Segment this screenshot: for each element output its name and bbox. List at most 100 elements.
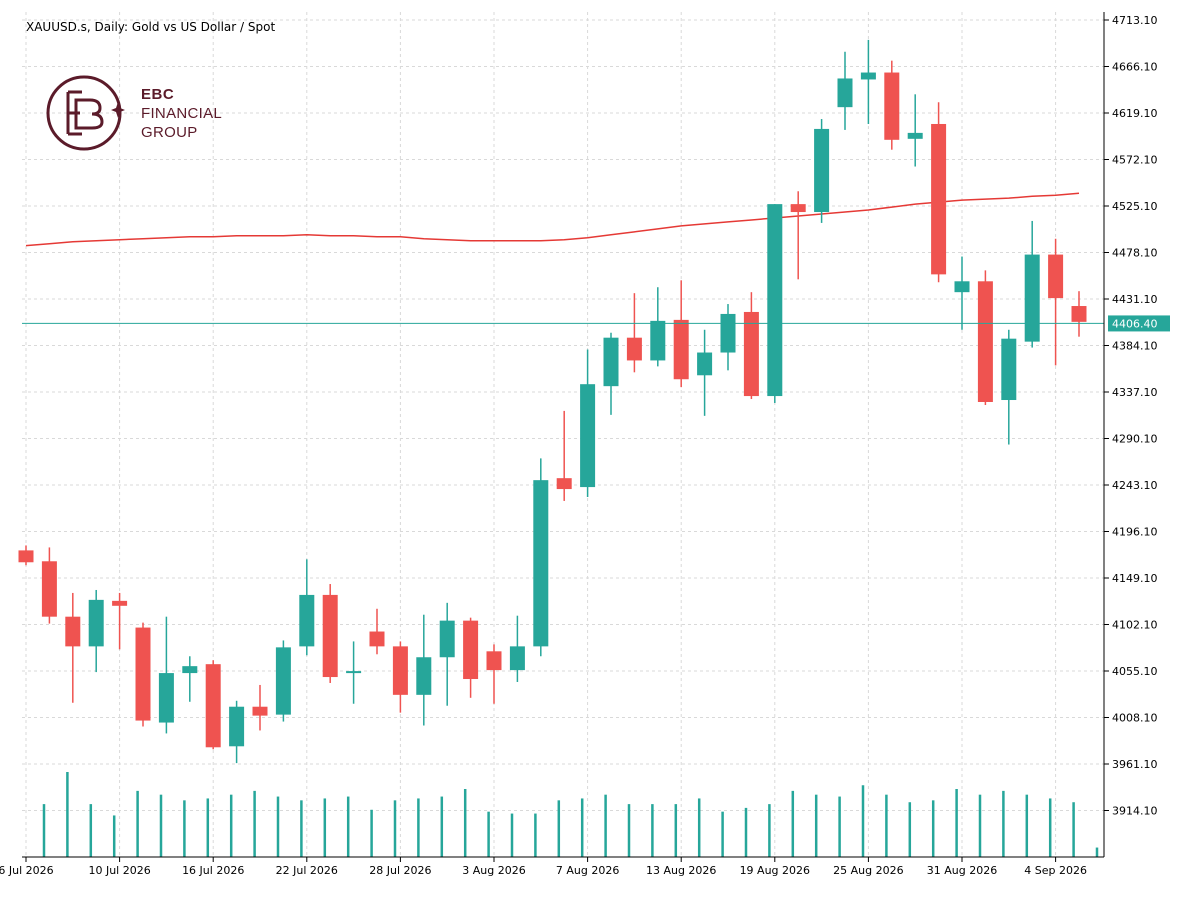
candle-down [626,293,642,373]
candle-down [18,545,34,566]
candle-up [229,700,245,764]
candle-body [814,128,830,213]
candle-body [322,594,338,678]
x-tick-label: 31 Aug 2026 [927,864,997,877]
candle-down [977,270,993,405]
current-price-tag: 4406.40 [1108,315,1170,332]
candle-body [1048,254,1064,299]
x-axis-ticks: 6 Jul 2026 10 Jul 2026 16 Jul 2026 22 Jul 2… [0,857,1087,877]
candle-body [369,631,385,647]
candle-up [346,641,362,704]
logo-line-3: GROUP [141,124,198,141]
candle-up [439,602,455,706]
candle-down [1071,291,1087,337]
y-tick-label: 4008.10 [1112,712,1158,725]
candle-up [88,589,104,673]
axes [22,12,1105,858]
candle-body [533,480,549,647]
candle-up [837,51,853,130]
candle-up [580,349,596,497]
chart-title: XAUUSD.s, Daily: Gold vs US Dollar / Spo… [26,20,276,34]
x-tick-label: 10 Jul 2026 [88,864,150,877]
moving-average-series [25,192,1080,247]
y-tick-label: 4713.10 [1112,14,1158,27]
y-tick-label: 4290.10 [1112,433,1158,446]
x-tick-label: 25 Aug 2026 [833,864,903,877]
candle-down [673,280,689,388]
candle-up [697,329,713,416]
y-tick-label: 4196.10 [1112,526,1158,539]
candle-body [954,281,970,293]
candle-body [977,281,993,402]
candle-up [1024,220,1040,348]
candle-down [884,60,900,150]
candle-body [720,313,736,353]
candle-down [556,410,572,501]
y-tick-label: 4619.10 [1112,107,1158,120]
candle-body [743,311,759,397]
y-tick-label: 3961.10 [1112,758,1158,771]
ebc-logo-icon [46,75,125,151]
candle-down [790,191,806,280]
candle-body [135,627,151,721]
candle-body [416,657,432,695]
ebc-logo: EBC FINANCIAL GROUP [46,72,246,154]
candle-body [346,671,362,674]
candle-body [767,204,783,397]
y-tick-label: 4243.10 [1112,479,1158,492]
candle-down [463,617,479,698]
candle-down [369,608,385,655]
y-tick-label: 4337.10 [1112,386,1158,399]
x-tick-label: 3 Aug 2026 [462,864,525,877]
candle-body [907,132,923,139]
candle-body [509,646,525,671]
ma-line [25,192,1080,247]
y-tick-label: 4478.10 [1112,247,1158,260]
candle-up [650,287,666,367]
candle-body [931,123,947,275]
x-tick-label: 19 Aug 2026 [740,864,810,877]
candle-body [299,594,315,647]
candle-up [767,204,783,403]
candle-body [252,706,268,716]
candles-series [18,39,1087,764]
candle-body [229,706,245,747]
candle-up [416,614,432,726]
y-tick-label: 3914.10 [1112,805,1158,818]
x-tick-label: 28 Jul 2026 [369,864,431,877]
candle-body [556,478,572,490]
candle-up [954,256,970,330]
candle-body [837,78,853,108]
candle-up [509,615,525,682]
y-tick-label: 4149.10 [1112,572,1158,585]
candle-body [439,620,455,658]
candle-body [790,204,806,213]
candle-down [743,292,759,400]
candle-up [533,458,549,657]
y-tick-label: 4525.10 [1112,200,1158,213]
candle-up [720,304,736,371]
x-tick-label: 13 Aug 2026 [646,864,716,877]
candle-down [252,684,268,731]
logo-line-2: FINANCIAL [141,105,223,122]
candle-body [580,384,596,488]
candle-body [1001,338,1017,401]
x-tick-label: 22 Jul 2026 [276,864,338,877]
candle-up [182,656,198,702]
candle-down [65,592,81,703]
candle-up [603,332,619,415]
candle-body [486,651,502,671]
x-tick-label: 7 Aug 2026 [556,864,619,877]
y-tick-label: 4572.10 [1112,154,1158,167]
candle-body [275,647,291,715]
y-tick-label: 4102.10 [1112,619,1158,632]
y-axis-ticks: 4713.10 4666.10 4619.10 4572.10 4525.10 4478.… [1104,14,1158,818]
candle-body [860,72,876,80]
candle-body [112,600,128,606]
candle-body [1024,254,1040,342]
candle-body [65,616,81,647]
x-tick-label: 16 Jul 2026 [182,864,244,877]
candle-body [603,337,619,387]
current-price-tag-bg [1108,315,1170,332]
candle-body [650,320,666,361]
